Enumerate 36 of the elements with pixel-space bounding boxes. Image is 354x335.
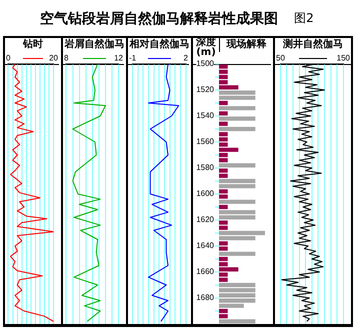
x-tick-label: 2 — [184, 53, 189, 62]
y-tick-label: 1680 — [196, 293, 215, 302]
y-tick-label: 1620 — [196, 215, 215, 224]
bar — [219, 122, 228, 126]
x-tick-label: 20 — [49, 53, 59, 62]
y-tick-label: 1540 — [196, 111, 215, 120]
x-tick-label: 0 — [6, 53, 11, 62]
bar — [219, 252, 256, 256]
bar — [219, 200, 256, 204]
x-tick-label: 12 — [114, 53, 124, 62]
x-tick-label: 50 — [276, 53, 286, 62]
bar — [219, 116, 256, 121]
y-tick-label: 1500 — [196, 59, 215, 68]
caption: 图2 — [294, 10, 314, 27]
bar — [219, 319, 256, 324]
text: 空气钻段岩屑自然伽马解释岩性成果图 — [40, 10, 278, 28]
y-tick-label: 1580 — [196, 163, 215, 172]
bar — [219, 126, 256, 132]
bar — [219, 111, 228, 116]
chart-title: 相对自然伽马 — [128, 38, 190, 52]
bar — [219, 106, 256, 110]
x-tick-label: -1 — [128, 53, 137, 62]
y-tick-label: 1640 — [196, 241, 215, 250]
x-tick-label: 8 — [64, 53, 69, 62]
chart-title: 测井自然伽马 — [282, 38, 344, 52]
bar — [219, 100, 228, 106]
chart-title: 岩屑自然伽马 — [64, 38, 126, 52]
y-tick-label: 1660 — [196, 267, 215, 276]
y-tick-label: 1520 — [196, 85, 215, 94]
bar — [219, 163, 256, 168]
y-tick-label: 1600 — [196, 189, 215, 198]
bar — [219, 204, 228, 210]
y-tick-label: 1560 — [196, 137, 215, 146]
chart-title: 现场解释 — [225, 38, 268, 52]
x-tick-label: 150 — [336, 53, 351, 62]
chart-title: 钻时 — [22, 38, 44, 52]
